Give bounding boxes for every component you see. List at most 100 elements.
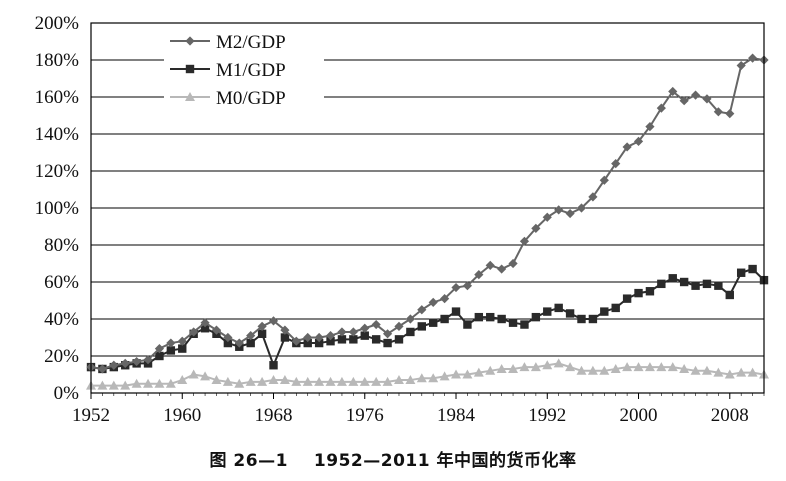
data-point-m1-gdp bbox=[634, 288, 643, 298]
data-point-m2-gdp bbox=[679, 96, 689, 106]
data-point-m1-gdp bbox=[588, 314, 598, 324]
legend-item-m0-gdp: M0/GDP bbox=[164, 85, 324, 109]
legend-marker bbox=[185, 36, 195, 46]
data-point-m2-gdp bbox=[120, 358, 130, 368]
data-point-m2-gdp bbox=[211, 325, 222, 335]
data-point-m1-gdp bbox=[257, 329, 267, 338]
data-point-m2-gdp bbox=[645, 122, 655, 132]
data-point-m2-gdp bbox=[200, 318, 210, 328]
data-point-m2-gdp bbox=[576, 203, 587, 213]
data-point-m2-gdp bbox=[542, 212, 552, 222]
data-point-m2-gdp bbox=[485, 260, 495, 270]
data-point-m2-gdp bbox=[189, 327, 199, 337]
data-point-m2-gdp bbox=[451, 282, 461, 293]
y-tick-label: 40% bbox=[44, 309, 79, 330]
data-point-m0-gdp bbox=[428, 373, 439, 383]
data-point-m1-gdp bbox=[451, 307, 461, 316]
data-point-m0-gdp bbox=[724, 369, 735, 379]
data-point-m1-gdp bbox=[611, 303, 620, 313]
data-point-m2-gdp bbox=[405, 314, 415, 324]
data-point-m1-gdp bbox=[508, 318, 518, 327]
legend-label: M2/GDP bbox=[216, 32, 286, 53]
data-point-m0-gdp bbox=[222, 376, 233, 386]
data-point-m0-gdp bbox=[291, 376, 302, 386]
data-point-m0-gdp bbox=[416, 373, 427, 383]
line-chart: 0% 20% 40% 60% 80% 100% 120% 140% 160% 180% 200% 19… bbox=[35, 13, 769, 426]
data-point-m2-gdp bbox=[166, 338, 176, 348]
data-point-m1-gdp bbox=[736, 268, 746, 277]
data-point-m0-gdp bbox=[200, 371, 211, 381]
data-point-m0-gdp bbox=[451, 369, 462, 379]
data-point-m0-gdp bbox=[610, 363, 621, 373]
data-point-m1-gdp bbox=[371, 335, 381, 344]
data-point-m0-gdp bbox=[131, 378, 142, 388]
legend-marker bbox=[185, 64, 195, 74]
data-point-m1-gdp bbox=[326, 337, 335, 346]
data-point-m2-gdp bbox=[280, 325, 290, 335]
axes: 0% 20% 40% 60% 80% 100% 120% 140% 160% 180% 200% 19… bbox=[35, 13, 765, 426]
data-point-m2-gdp bbox=[132, 356, 142, 367]
data-point-m0-gdp bbox=[120, 380, 131, 390]
data-point-m1-gdp bbox=[679, 277, 689, 287]
data-point-m0-gdp bbox=[519, 362, 530, 372]
legend-item-m2-gdp: M2/GDP bbox=[164, 29, 324, 53]
data-point-m1-gdp bbox=[497, 314, 506, 324]
data-point-m2-gdp bbox=[234, 338, 244, 348]
data-point-m0-gdp bbox=[325, 376, 336, 386]
data-point-m0-gdp bbox=[508, 363, 519, 373]
data-point-m2-gdp bbox=[314, 332, 324, 343]
y-tick-label: 140% bbox=[35, 124, 80, 145]
x-tick-label: 2000 bbox=[620, 405, 658, 426]
data-point-m1-gdp bbox=[269, 361, 278, 370]
data-point-m2-gdp bbox=[690, 90, 701, 100]
y-tick-label: 160% bbox=[35, 87, 80, 108]
data-point-m2-gdp bbox=[291, 336, 301, 346]
data-point-m2-gdp bbox=[474, 270, 484, 280]
data-point-m0-gdp bbox=[279, 375, 290, 385]
data-point-m2-gdp bbox=[143, 355, 153, 365]
x-tick-label: 1984 bbox=[437, 405, 476, 426]
data-point-m2-gdp bbox=[611, 159, 621, 169]
data-point-m0-gdp bbox=[530, 362, 541, 372]
data-point-m2-gdp bbox=[394, 321, 404, 331]
data-point-m0-gdp bbox=[656, 362, 667, 372]
data-point-m2-gdp bbox=[417, 305, 427, 315]
data-point-m0-gdp bbox=[165, 378, 176, 388]
data-point-m2-gdp bbox=[337, 327, 347, 337]
data-point-m1-gdp bbox=[406, 327, 415, 337]
data-point-m0-gdp bbox=[542, 360, 553, 370]
data-point-m1-gdp bbox=[417, 322, 426, 331]
data-point-m0-gdp bbox=[553, 358, 564, 368]
legend: M2/GDP M1/GDP M0/GDP bbox=[164, 29, 324, 109]
x-tick-label: 2008 bbox=[711, 405, 749, 426]
data-point-m0-gdp bbox=[599, 365, 610, 375]
data-point-m0-gdp bbox=[473, 367, 484, 377]
data-point-m2-gdp bbox=[223, 332, 233, 343]
data-point-m1-gdp bbox=[280, 333, 290, 342]
legend-label: M0/GDP bbox=[216, 88, 286, 109]
data-point-m0-gdp bbox=[679, 363, 690, 373]
data-point-m1-gdp bbox=[360, 331, 369, 340]
data-point-m2-gdp bbox=[668, 86, 678, 97]
data-point-m2-gdp bbox=[268, 316, 279, 326]
data-point-m2-gdp bbox=[348, 327, 358, 337]
legend-item-m1-gdp: M1/GDP bbox=[164, 57, 324, 81]
caption-label: 图 26—1 bbox=[209, 451, 288, 471]
data-point-m1-gdp bbox=[645, 287, 655, 296]
data-point-m2-gdp bbox=[702, 94, 712, 104]
data-point-m1-gdp bbox=[429, 318, 438, 327]
data-point-m2-gdp bbox=[736, 60, 746, 71]
figure-caption: 图 26—1 1952—2011 年中国的货币化率 bbox=[0, 446, 786, 471]
x-tick-label: 1976 bbox=[346, 405, 384, 426]
data-point-m0-gdp bbox=[97, 380, 108, 390]
series-group bbox=[86, 53, 769, 390]
data-point-m0-gdp bbox=[188, 369, 199, 379]
data-point-m2-gdp bbox=[154, 344, 165, 354]
data-point-m1-gdp bbox=[577, 314, 586, 324]
data-point-m1-gdp bbox=[463, 320, 472, 329]
data-point-m0-gdp bbox=[257, 376, 268, 386]
data-point-m1-gdp bbox=[714, 281, 723, 290]
data-point-m0-gdp bbox=[382, 376, 393, 386]
data-point-m0-gdp bbox=[565, 362, 576, 372]
data-point-m2-gdp bbox=[554, 205, 564, 215]
